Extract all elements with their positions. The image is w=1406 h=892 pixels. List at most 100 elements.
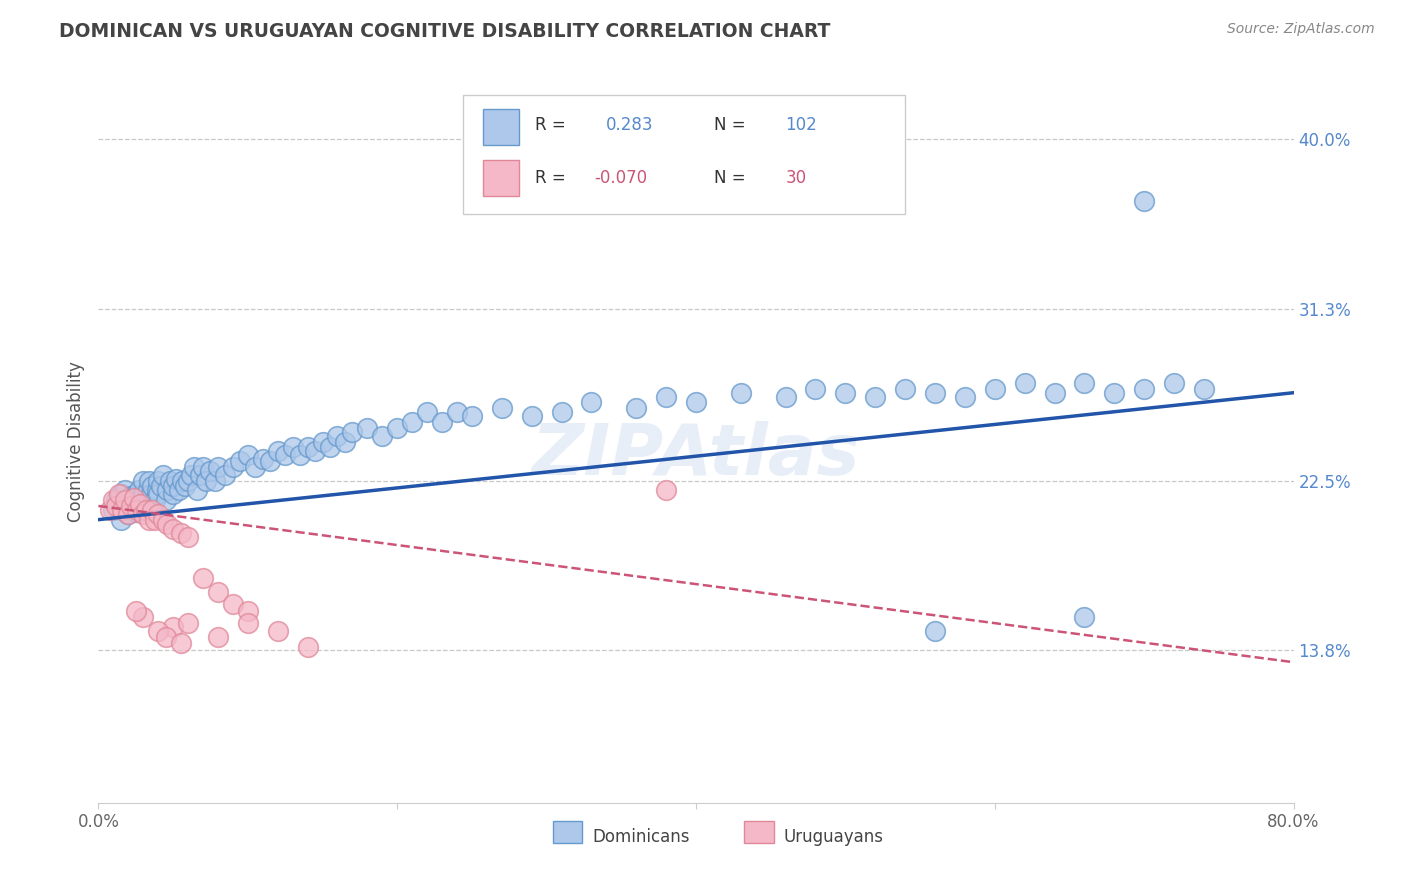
Point [127, 499, 149, 513]
Point [114, 493, 136, 508]
Point [132, 474, 155, 488]
Point [655, 390, 678, 404]
Point [1014, 376, 1036, 390]
Text: R =: R = [534, 117, 565, 135]
Point [581, 395, 603, 409]
Point [148, 624, 170, 638]
Point [128, 483, 150, 498]
Point [136, 483, 159, 498]
Point [356, 421, 378, 435]
Point [195, 474, 218, 488]
Point [236, 616, 259, 631]
Point [98, 503, 122, 517]
Point [491, 401, 513, 416]
Point [924, 624, 946, 638]
Point [141, 503, 163, 517]
Point [183, 459, 205, 474]
Point [131, 503, 153, 517]
Point [125, 505, 148, 519]
Point [110, 513, 132, 527]
Text: DOMINICAN VS URUGUAYAN COGNITIVE DISABILITY CORRELATION CHART: DOMINICAN VS URUGUAYAN COGNITIVE DISABIL… [59, 22, 831, 41]
Point [103, 493, 125, 508]
Point [114, 483, 136, 498]
Point [141, 479, 163, 493]
Point [461, 409, 484, 424]
Point [1073, 376, 1095, 390]
Point [138, 474, 160, 488]
Text: 0.283: 0.283 [606, 117, 654, 135]
Point [259, 454, 281, 468]
Point [207, 585, 229, 599]
Point [894, 382, 917, 396]
Point [177, 616, 200, 631]
Point [125, 487, 148, 501]
Point [162, 523, 184, 537]
Point [135, 503, 157, 517]
Point [111, 503, 134, 517]
Point [143, 493, 166, 508]
Point [297, 640, 319, 654]
Point [430, 415, 453, 429]
Point [984, 382, 1007, 396]
Point [169, 635, 191, 649]
Point [267, 444, 290, 458]
Point [115, 493, 138, 508]
Point [125, 604, 148, 618]
Text: Dominicans: Dominicans [592, 828, 689, 847]
Y-axis label: Cognitive Disability: Cognitive Disability [66, 361, 84, 522]
Point [156, 483, 179, 498]
Text: 102: 102 [786, 117, 817, 135]
Point [177, 530, 200, 544]
Point [186, 483, 208, 498]
Point [121, 503, 143, 517]
Point [174, 479, 197, 493]
Point [550, 405, 572, 419]
Point [1133, 382, 1156, 396]
Point [132, 507, 155, 521]
Point [103, 503, 125, 517]
Point [172, 474, 194, 488]
Point [222, 459, 245, 474]
Point [288, 448, 311, 462]
Point [188, 467, 211, 482]
Point [132, 610, 155, 624]
Point [416, 405, 439, 419]
Point [326, 428, 349, 442]
Point [1163, 376, 1185, 390]
Point [297, 441, 319, 455]
Point [267, 624, 290, 638]
Point [304, 444, 326, 458]
Text: 30: 30 [786, 169, 807, 187]
Point [1043, 385, 1066, 400]
Point [229, 454, 252, 468]
Point [129, 497, 152, 511]
Bar [553, 821, 582, 843]
Point [152, 513, 174, 527]
Point [180, 467, 202, 482]
Point [236, 604, 259, 618]
Point [730, 385, 752, 400]
Point [139, 487, 162, 501]
Point [145, 483, 167, 498]
Bar [744, 821, 773, 843]
Point [120, 499, 142, 513]
Point [222, 597, 245, 611]
Point [162, 620, 184, 634]
Text: N =: N = [714, 117, 745, 135]
Point [520, 409, 543, 424]
Point [167, 483, 190, 498]
Point [124, 493, 146, 508]
Point [1192, 382, 1215, 396]
Point [281, 441, 304, 455]
Point [156, 516, 179, 531]
Point [207, 630, 229, 644]
Point [129, 493, 152, 508]
Point [162, 479, 184, 493]
Point [953, 390, 976, 404]
Point [385, 421, 409, 435]
Point [155, 630, 177, 644]
Point [152, 467, 174, 482]
Point [110, 487, 132, 501]
Point [865, 390, 887, 404]
Point [155, 493, 177, 508]
